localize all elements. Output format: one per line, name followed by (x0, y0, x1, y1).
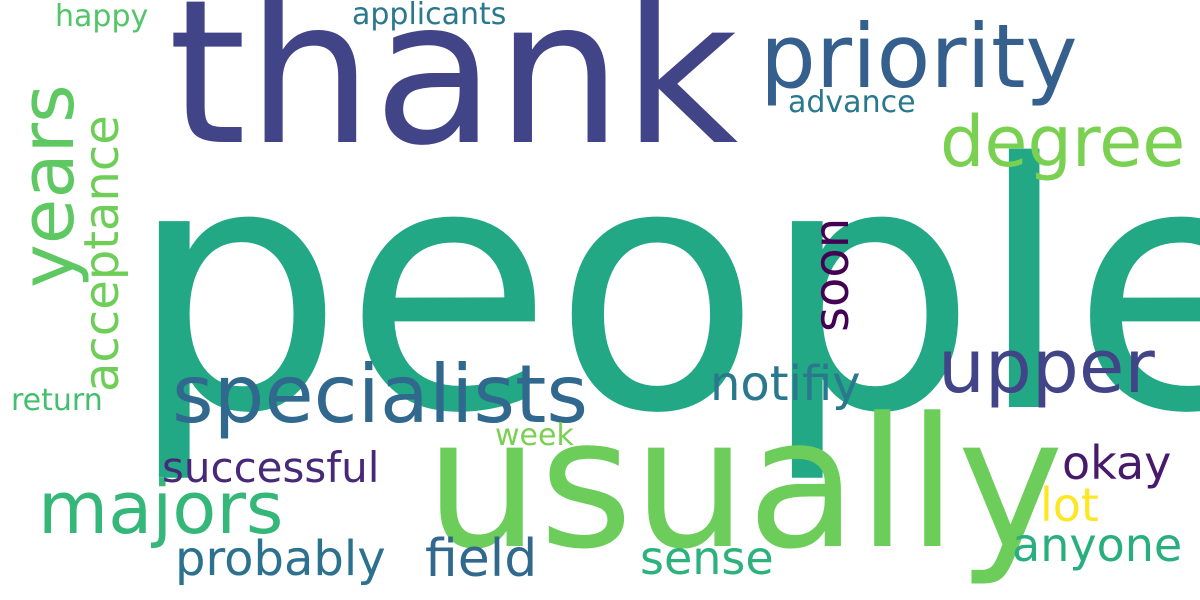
word-specialists: specialists (172, 348, 589, 441)
word-lot: lot (1040, 478, 1099, 532)
word-people: people (128, 92, 1200, 488)
word-advance: advance (788, 85, 916, 120)
word-successful: successful (162, 443, 380, 492)
word-happy: happy (55, 0, 149, 34)
word-field: field (425, 529, 538, 589)
word-priority: priority (760, 5, 1078, 108)
word-week: week (495, 418, 574, 453)
word-okay: okay (1062, 436, 1172, 490)
word-thank: thank (168, 0, 739, 190)
word-anyone: anyone (1012, 518, 1183, 572)
word-notifiy: notifiy (710, 356, 861, 412)
word-acceptance: acceptance (74, 115, 130, 392)
word-return: return (11, 383, 103, 418)
word-usually: usually (425, 380, 1064, 589)
word-majors: majors (38, 466, 284, 550)
word-degree: degree (940, 101, 1186, 183)
word-probably: probably (175, 531, 386, 587)
word-sense: sense (640, 531, 774, 585)
word-applicants: applicants (352, 0, 507, 32)
word-upper: upper (938, 324, 1155, 410)
word-soon: soon (804, 217, 860, 332)
